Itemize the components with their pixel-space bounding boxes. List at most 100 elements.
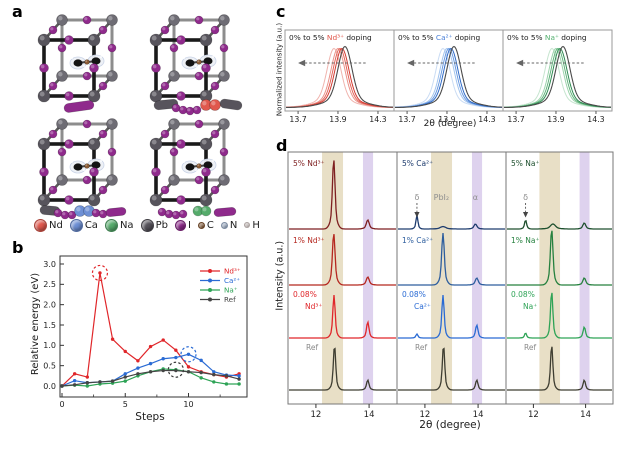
atom-label: H (252, 219, 260, 231)
delta-arrow-head (414, 212, 420, 218)
panel-d-column-1: 5% Ca²⁺ 1% Ca²⁺ 0.08% Ca²⁺ Ref δ PbI₂ α 12 14 (396, 151, 507, 420)
crystal-cell-nd-doped-cell (149, 14, 243, 116)
svg-text:13.9: 13.9 (547, 115, 564, 124)
atom-dot-i (174, 219, 186, 231)
svg-text:1% Nd³⁺: 1% Nd³⁺ (293, 236, 325, 245)
svg-text:3.0: 3.0 (43, 260, 56, 269)
panel-d-column-0: 5% Nd³⁺ 1% Nd³⁺ 0.08% Nd³⁺ Ref 12 14 (287, 151, 398, 420)
svg-text:Ref: Ref (524, 343, 536, 352)
svg-text:Ref: Ref (224, 295, 236, 304)
svg-text:13.7: 13.7 (507, 115, 524, 124)
atom-legend: Nd Ca Na Pb I C N H (34, 216, 260, 234)
svg-text:Ca²⁺: Ca²⁺ (224, 276, 240, 285)
atom-label: Na (119, 219, 134, 231)
svg-text:13.9: 13.9 (329, 115, 346, 124)
xrd-trace (398, 232, 505, 286)
legend-item-i: I (174, 219, 191, 231)
atom-label: N (229, 219, 238, 231)
svg-text:14.3: 14.3 (478, 115, 495, 124)
svg-text:Ref: Ref (306, 343, 318, 352)
atom-dot-na (104, 218, 118, 232)
highlight-circle (167, 361, 184, 378)
atom-dot-h (244, 222, 251, 228)
svg-text:Na⁺: Na⁺ (224, 286, 238, 295)
xrd-trace (507, 230, 612, 286)
crystal-cell-na-doped-cell (149, 118, 237, 220)
shift-arrow-head (407, 59, 415, 67)
svg-text:14.3: 14.3 (369, 115, 386, 124)
svg-text:14: 14 (473, 410, 484, 420)
svg-text:Ref: Ref (415, 343, 427, 352)
panel-d-column-2: 5% Na⁺ 1% Na⁺ 0.08% Na⁺ Ref δ 12 14 (505, 151, 614, 420)
atom-dot-nd (34, 218, 47, 232)
PbI2-band (539, 152, 561, 404)
atom-label: I (187, 219, 191, 231)
svg-text:5% Na⁺: 5% Na⁺ (511, 159, 539, 168)
svg-text:0.0: 0.0 (43, 382, 56, 391)
svg-text:0.08%: 0.08% (293, 290, 317, 299)
panel-d-xlabel: 2θ (degree) (419, 419, 481, 431)
panel-c-subplot-2: 0% to 5% Na⁺ doping 13.7 13.9 14.3 (502, 29, 613, 124)
svg-text:14.3: 14.3 (587, 115, 604, 124)
panel-b-label: b (12, 238, 24, 257)
panel-c-subplot-0: 0% to 5% Nd³⁺ doping 13.7 13.9 14.3 (284, 29, 395, 124)
PbI2-band (322, 152, 344, 404)
xrd-trace (507, 219, 612, 230)
svg-text:0% to 5% Nd³⁺ doping: 0% to 5% Nd³⁺ doping (289, 33, 372, 42)
xrd-trace (289, 347, 396, 391)
highlight-circle (180, 346, 197, 363)
atom-dot-ca (69, 218, 83, 232)
atom-dot-pb (140, 218, 154, 232)
panel-b-energy-chart: 0 5 10 0.0 0.5 1.0 1.5 2.0 2.5 3.0 Nd³⁺Ca²⁺Na⁺Ref (43, 255, 248, 409)
crystal-cell-pristine-cell (37, 14, 118, 113)
svg-text:0% to 5% Na⁺ doping: 0% to 5% Na⁺ doping (507, 33, 587, 42)
svg-text:Na⁺: Na⁺ (523, 302, 537, 311)
svg-text:Ca²⁺: Ca²⁺ (414, 302, 431, 311)
svg-text:13.7: 13.7 (289, 115, 306, 124)
xrd-trace (289, 160, 396, 230)
panel-d-xrd-patterns: 5% Nd³⁺ 1% Nd³⁺ 0.08% Nd³⁺ Ref 12 14 5% Ca²⁺ 1% … (287, 151, 614, 420)
xrd-trace (289, 294, 396, 339)
xrd-trace (507, 292, 612, 339)
svg-text:12: 12 (420, 410, 431, 420)
shift-arrow-head (516, 59, 524, 67)
svg-text:12: 12 (311, 410, 322, 420)
panel-a-label: a (12, 2, 23, 21)
xrd-trace (398, 214, 505, 230)
atom-label: Pb (155, 219, 168, 231)
panel-a-crystal-structures (37, 14, 243, 220)
svg-text:1.5: 1.5 (43, 321, 56, 330)
xrd-trace (398, 294, 505, 339)
panel-b-xlabel: Steps (135, 411, 165, 423)
legend-item-ca: Ca (69, 218, 98, 232)
atom-label: Nd (49, 219, 63, 231)
svg-text:0.08%: 0.08% (402, 290, 426, 299)
delta-arrow-head (522, 212, 529, 218)
xrd-trace (289, 233, 396, 286)
legend-item-na: Na (104, 218, 134, 232)
svg-text:5% Ca²⁺: 5% Ca²⁺ (402, 159, 433, 168)
xrd-trace (398, 347, 505, 391)
svg-text:α: α (473, 193, 478, 202)
svg-text:13.7: 13.7 (398, 115, 415, 124)
svg-text:14: 14 (580, 410, 591, 420)
svg-text:13.9: 13.9 (438, 115, 455, 124)
shift-arrow-head (298, 59, 306, 67)
panel-c-xlabel: 2θ (degree) (423, 119, 477, 129)
panel-d-label: d (276, 136, 288, 155)
svg-text:5: 5 (123, 400, 128, 409)
svg-text:5% Nd³⁺: 5% Nd³⁺ (293, 159, 325, 168)
svg-text:14: 14 (364, 410, 375, 420)
panel-c-label: c (276, 2, 286, 21)
svg-text:0% to 5% Ca²⁺ doping: 0% to 5% Ca²⁺ doping (398, 33, 480, 42)
legend-item-h: H (244, 220, 260, 231)
svg-text:0: 0 (59, 400, 64, 409)
svg-text:2.0: 2.0 (43, 300, 56, 309)
svg-text:2.5: 2.5 (43, 280, 56, 289)
legend-item-n: N (220, 219, 238, 231)
panel-c-ylabel: Normalized intensity (a.u.) (275, 22, 284, 117)
panel-c-subplot-1: 0% to 5% Ca²⁺ doping 13.7 13.9 14.3 (393, 29, 504, 124)
crystal-cell-ca-doped-cell (37, 118, 127, 220)
